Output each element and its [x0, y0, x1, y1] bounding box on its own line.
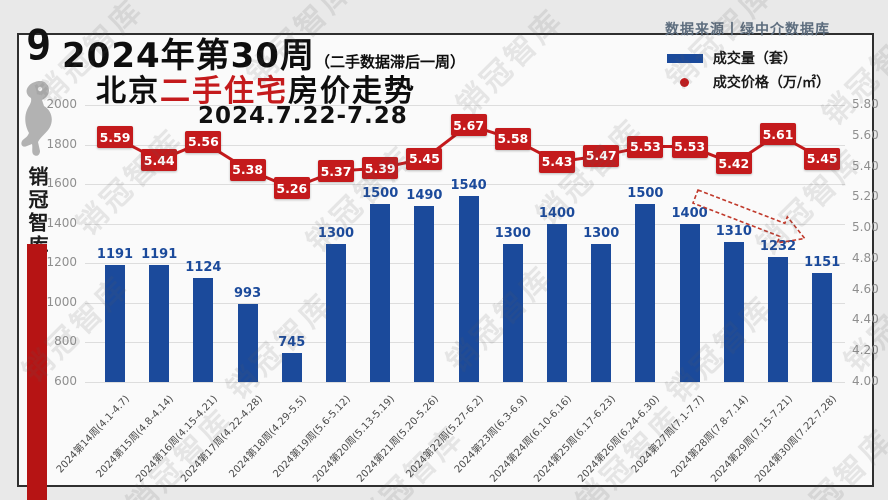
price-point-label: 5.43: [539, 150, 575, 173]
volume-swatch-icon: [666, 53, 704, 63]
volume-bar-label: 1300: [317, 225, 355, 241]
data-source: 数据来源丨绿中介数据库: [665, 22, 830, 38]
y-axis-tick-right: 5.40: [852, 158, 879, 173]
volume-bar-label: 1400: [538, 205, 576, 221]
volume-bar-label: 1124: [185, 260, 222, 276]
price-point-label: 5.56: [185, 130, 222, 153]
downtrend-arrow-icon: [691, 188, 807, 244]
y-axis-tick-right: 5.80: [852, 97, 879, 111]
volume-bar: [679, 223, 700, 382]
volume-bar: [237, 304, 258, 382]
y-axis-tick-left: 1800: [46, 136, 77, 151]
price-point-label: 5.45: [406, 147, 443, 170]
brand-vertical-text: 销冠智库: [25, 166, 49, 258]
price-point-label: 5.45: [804, 147, 841, 170]
volume-bar-label: 1310: [715, 223, 752, 239]
y-axis-tick-left: 1200: [46, 255, 77, 270]
volume-bar: [502, 243, 523, 382]
price-point-label: 5.59: [97, 126, 133, 149]
price-point-label: 5.39: [362, 157, 399, 180]
title-city: 北京: [96, 74, 160, 109]
price-point-label: 5.37: [318, 160, 354, 183]
y-axis-tick-left: 1400: [46, 215, 77, 230]
logo-quote-glyph: 9: [26, 20, 52, 69]
page-title: 2024年第30周（二手数据滞后一周）: [62, 28, 465, 77]
y-axis-tick-right: 5.00: [852, 220, 879, 235]
volume-bar-label: 1232: [759, 238, 797, 254]
volume-bar: [591, 243, 612, 382]
volume-bar: [326, 243, 346, 382]
price-point-label: 5.42: [715, 152, 752, 175]
price-point-label: 5.61: [760, 123, 796, 146]
title-note: （二手数据滞后一周）: [314, 53, 465, 71]
sidebar-red-bar: [27, 244, 47, 500]
price-swatch-icon: [666, 77, 704, 87]
volume-bar: [547, 223, 567, 382]
price-point-label: 5.38: [229, 158, 266, 181]
volume-bar: [193, 278, 214, 382]
y-axis-tick-left: 1600: [46, 176, 77, 191]
price-point-label: 5.67: [450, 114, 487, 136]
y-axis-tick-right: 4.40: [852, 312, 879, 327]
volume-bar-label: 1500: [362, 185, 399, 201]
grid-line: [85, 382, 845, 383]
volume-bar-label: 1151: [804, 254, 841, 270]
volume-bar: [458, 196, 479, 382]
page-subtitle: 北京二手住宅房价走势: [96, 66, 416, 110]
price-point-label: 5.53: [627, 135, 664, 158]
y-axis-tick-right: 4.60: [852, 281, 879, 296]
price-point-label: 5.53: [671, 135, 708, 158]
title-week: 2024年第30周: [62, 36, 315, 76]
price-point-label: 5.47: [583, 144, 620, 167]
date-range: 2024.7.22-7.28: [198, 103, 408, 129]
y-axis-tick-right: 5.20: [852, 189, 879, 204]
volume-bar: [812, 272, 833, 382]
legend-item-price: 成交价格（万/㎡）: [666, 72, 830, 92]
price-point-label: 5.26: [273, 177, 310, 200]
volume-bar-label: 1191: [141, 247, 178, 263]
legend-volume-label: 成交量（套）: [712, 51, 797, 67]
volume-bar-label: 1540: [450, 178, 487, 193]
volume-bar: [768, 256, 788, 382]
grid-line: [85, 105, 845, 106]
y-axis-tick-right: 4.00: [852, 374, 879, 388]
y-axis-tick-left: 600: [54, 374, 77, 388]
volume-bar: [635, 203, 656, 382]
tiger-stamp-icon: [21, 80, 52, 156]
volume-bar-label: 1490: [406, 187, 443, 203]
y-axis-tick-right: 4.80: [852, 250, 879, 265]
y-axis-tick-left: 800: [54, 334, 77, 349]
volume-bar-label: 745: [278, 335, 306, 351]
y-axis-tick-right: 5.60: [852, 127, 879, 142]
y-axis-tick-left: 2000: [46, 97, 77, 111]
volume-bar: [414, 205, 435, 382]
chart-legend: 成交量（套） 成交价格（万/㎡）: [666, 48, 830, 92]
volume-bar-label: 1400: [671, 205, 708, 221]
price-point-label: 5.58: [494, 127, 531, 150]
volume-bar-label: 1300: [583, 225, 620, 241]
grid-line: [85, 144, 845, 146]
volume-bar: [281, 353, 302, 382]
volume-bar-label: 1300: [494, 225, 531, 241]
grid-line: [85, 184, 845, 186]
volume-bar: [105, 265, 125, 382]
volume-bar: [370, 203, 391, 382]
volume-bar-label: 993: [234, 286, 262, 302]
volume-bar: [723, 241, 744, 382]
volume-bar-label: 1500: [627, 185, 664, 201]
y-axis-tick-right: 4.20: [852, 343, 879, 358]
volume-bar: [149, 265, 170, 382]
title-rest: 房价走势: [288, 74, 416, 109]
volume-bar-label: 1191: [96, 247, 134, 263]
legend-item-volume: 成交量（套）: [666, 48, 830, 68]
price-point-label: 5.44: [141, 149, 178, 172]
title-highlight: 二手住宅: [160, 74, 288, 109]
y-axis-tick-left: 1000: [46, 294, 77, 309]
legend-price-label: 成交价格（万/㎡）: [712, 75, 830, 91]
